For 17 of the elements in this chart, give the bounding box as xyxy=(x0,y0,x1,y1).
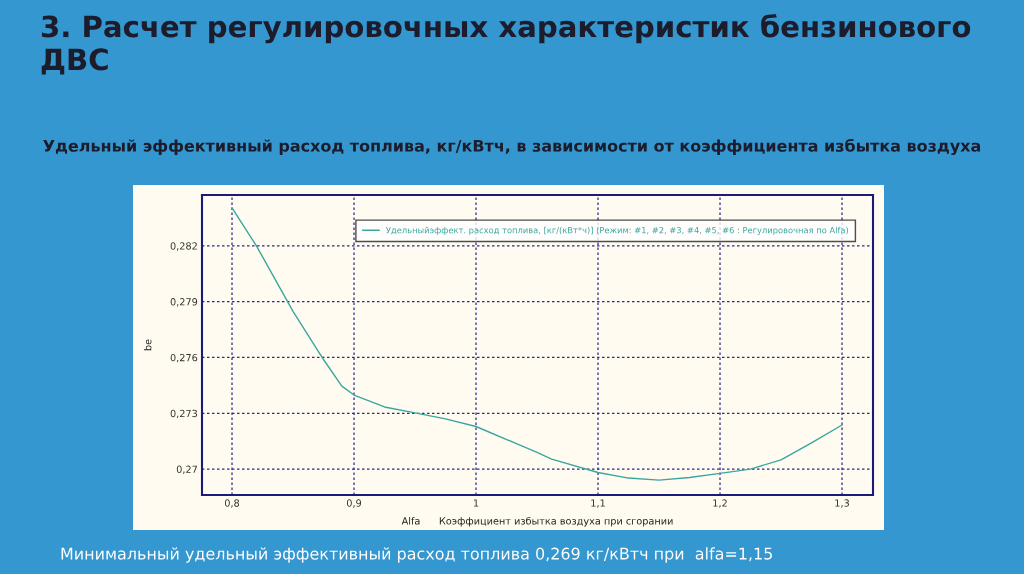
chart-subtitle: Удельный эффективный расход топлива, кг/кВтч, в зависимости от коэффициента избытка воздуха xyxy=(43,138,981,156)
x-tick-label: 0,9 xyxy=(346,499,362,508)
x-tick-label: 1,2 xyxy=(713,499,727,508)
x-tick-label: 0,8 xyxy=(224,499,240,508)
y-axis-title: be xyxy=(143,339,152,351)
x-tick-label: 1 xyxy=(473,499,479,507)
y-tick-label: 0,276 xyxy=(170,353,198,363)
y-tick-label: 0,279 xyxy=(170,298,198,307)
x-tick-label: 1,3 xyxy=(835,499,849,508)
chart-title: 3. Расчет регулировочных характеристик бензинового ДВС xyxy=(41,13,971,75)
legend-label: Удельныйэффект. расход топлива, [кг/(кВт*ч)] (Режим: #1, #2, #3, #4, #5, #6 : Регулировочная по Alfa) xyxy=(386,226,849,235)
y-tick-label: 0,282 xyxy=(170,242,197,251)
text: Минимальный удельный эффективный расход топлива 0,269 кг/кВтч при alfa=1,15 xyxy=(61,547,772,563)
x-axis-title: Alfa Коэффициент избытка воздуха при сгорании xyxy=(401,516,673,527)
y-tick-label: 0,273 xyxy=(170,409,198,419)
y-tick-label: 0,27 xyxy=(176,465,197,474)
x-tick-label: 1,1 xyxy=(591,499,605,508)
